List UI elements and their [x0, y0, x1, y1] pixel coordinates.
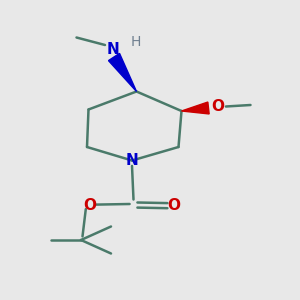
Polygon shape: [182, 102, 209, 114]
Text: N: N: [126, 153, 138, 168]
Text: H: H: [131, 35, 141, 49]
Text: O: O: [83, 198, 96, 213]
Text: O: O: [211, 99, 224, 114]
Polygon shape: [109, 53, 136, 92]
Text: O: O: [167, 198, 181, 213]
Text: N: N: [106, 42, 119, 57]
